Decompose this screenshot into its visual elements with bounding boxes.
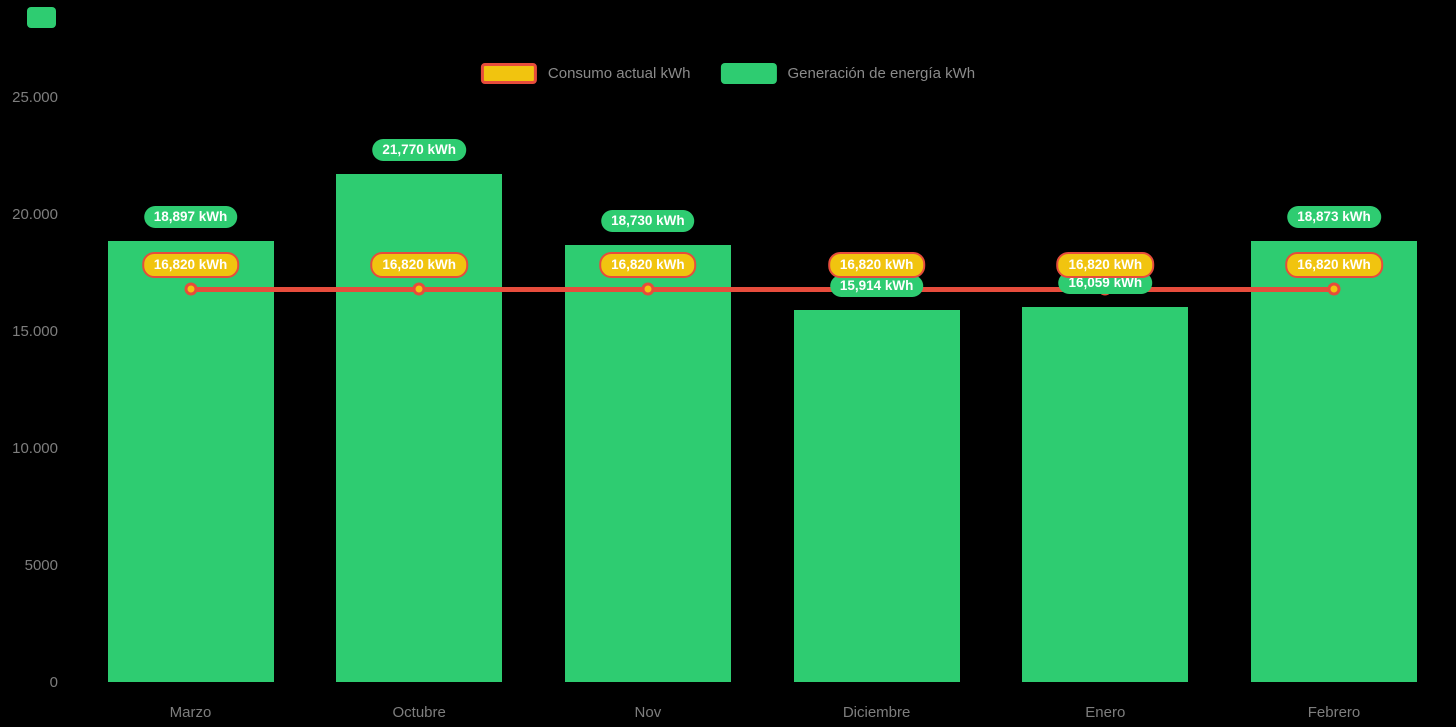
y-axis-tick-label: 15.000	[12, 322, 58, 340]
x-axis-label-marzo: Marzo	[169, 704, 212, 721]
legend-label-generacion: Generación de energía kWh	[787, 65, 976, 82]
consumo-value-label-febrero: 16,820 kWh	[1285, 252, 1383, 279]
consumo-value-label-enero: 16,820 kWh	[1056, 252, 1155, 279]
bar-diciembre[interactable]	[793, 310, 960, 682]
bar-octubre[interactable]	[336, 173, 503, 682]
legend-item-generacion[interactable]: Generación de energía kWh	[720, 63, 975, 84]
generacion-value-label-octubre: 21,770 kWh	[372, 138, 466, 161]
y-axis-tick-label: 0	[49, 673, 58, 691]
consumo-value-label-diciembre: 16,820 kWh	[827, 252, 926, 279]
consumo-point-octubre[interactable]	[412, 282, 426, 296]
generacion-value-label-nov: 18,730 kWh	[601, 209, 695, 232]
generacion-value-label-febrero: 18,873 kWh	[1287, 206, 1381, 229]
consumo-value-label-octubre: 16,820 kWh	[370, 252, 468, 279]
y-axis-tick-label: 25.000	[12, 89, 58, 106]
consumo-point-febrero[interactable]	[1327, 282, 1341, 296]
generacion-value-label-marzo: 18,897 kWh	[143, 205, 238, 228]
generacion-value-label-diciembre: 15,914 kWh	[829, 275, 924, 298]
x-axis-label-enero: Enero	[1085, 704, 1126, 721]
bar-marzo[interactable]	[107, 240, 274, 682]
consumo-point-marzo[interactable]	[184, 282, 197, 296]
consumo-value-label-marzo: 16,820 kWh	[141, 252, 240, 279]
consumo-point-nov[interactable]	[641, 282, 655, 296]
generacion-legend-swatch-icon	[720, 63, 777, 84]
x-axis-label-diciembre: Diciembre	[842, 704, 911, 721]
chart-legend: Consumo actual kWh Generación de energía…	[480, 63, 975, 84]
legend-item-consumo[interactable]: Consumo actual kWh	[480, 63, 691, 84]
legend-label-consumo: Consumo actual kWh	[547, 65, 691, 82]
consumo-line	[190, 286, 1334, 292]
y-axis-tick-label: 20.000	[12, 205, 58, 223]
consumo-value-label-nov: 16,820 kWh	[599, 252, 697, 279]
bar-enero[interactable]	[1022, 307, 1189, 682]
x-axis-label-febrero: Febrero	[1307, 704, 1361, 721]
consumo-legend-swatch-icon	[480, 63, 537, 84]
bar-febrero[interactable]	[1251, 241, 1417, 682]
bar-nov[interactable]	[564, 244, 731, 682]
x-axis-label-nov: Nov	[634, 704, 662, 721]
x-axis-label-octubre: Octubre	[392, 704, 446, 721]
top-left-green-marker	[27, 7, 56, 28]
y-axis-tick-label: 5000	[24, 556, 58, 574]
y-axis-tick-label: 10.000	[12, 439, 58, 457]
